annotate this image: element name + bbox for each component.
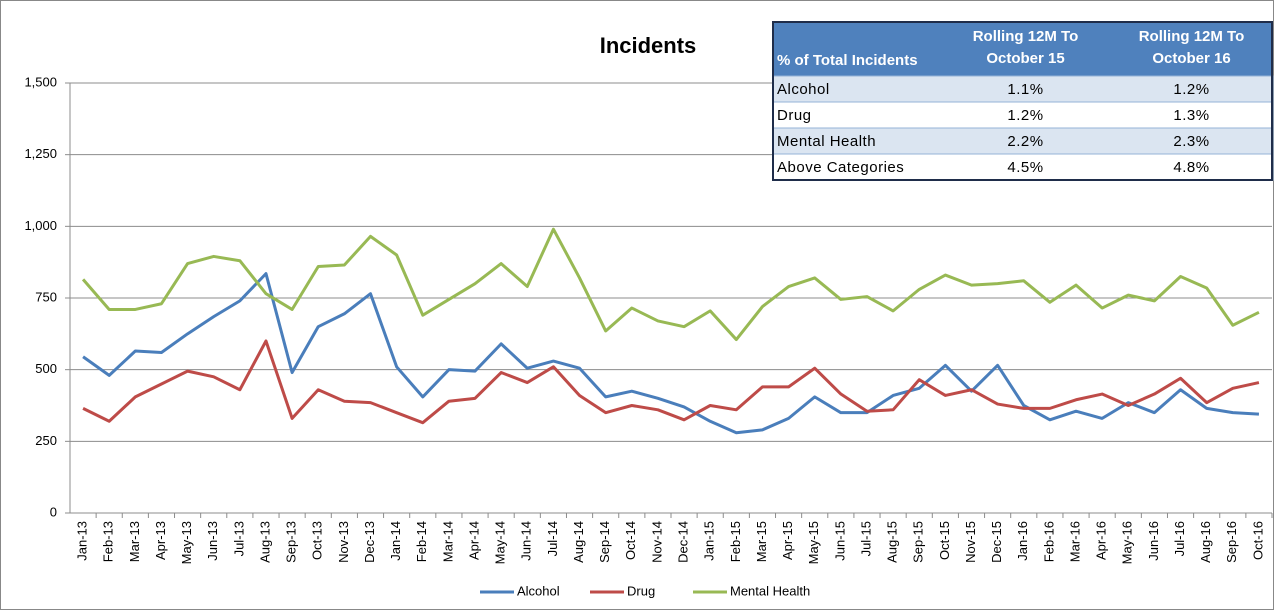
x-tick-label: Mar-13 (127, 521, 142, 562)
x-tick-label: May-16 (1120, 521, 1135, 564)
series-line (82, 339, 1260, 425)
x-tick-label: Jul-14 (545, 521, 560, 556)
x-tick-label: May-13 (179, 521, 194, 564)
x-tick-label: Jan-13 (75, 521, 90, 561)
x-tick-label: Nov-15 (963, 521, 978, 563)
x-tick-label: Mar-14 (440, 521, 455, 562)
y-tick-label: 1,250 (24, 146, 57, 161)
x-tick-label: May-15 (806, 521, 821, 564)
x-tick-label: Aug-16 (1198, 521, 1213, 563)
x-tick-label: May-14 (493, 521, 508, 564)
x-tick-label: Apr-14 (466, 521, 481, 560)
table-cell: 1.1% (1007, 81, 1043, 98)
table-header-bg (773, 22, 1273, 76)
x-tick-label: Mar-16 (1067, 521, 1082, 562)
x-tick-label: Apr-15 (780, 521, 795, 560)
x-tick-label: Dec-14 (676, 521, 691, 563)
x-tick-label: Jul-16 (1172, 521, 1187, 556)
y-tick-label: 1,500 (24, 74, 57, 89)
table-header: October 16 (1152, 50, 1230, 67)
x-tick-label: Jan-16 (1015, 521, 1030, 561)
x-tick-label: Oct-15 (937, 521, 952, 560)
x-tick-label: Oct-13 (310, 521, 325, 560)
table-cell: 4.5% (1007, 159, 1043, 176)
series-line (81, 227, 1260, 342)
x-tick-label: Feb-16 (1041, 521, 1056, 562)
x-tick-label: Sep-16 (1224, 521, 1239, 563)
legend-label: Mental Health (730, 583, 810, 598)
x-tick-label: Dec-15 (989, 521, 1004, 563)
table-cell: Alcohol (777, 81, 830, 98)
x-tick-label: Aug-15 (885, 521, 900, 563)
x-tick-label: Feb-14 (414, 521, 429, 562)
y-tick-label: 750 (35, 289, 57, 304)
x-tick-label: Dec-13 (362, 521, 377, 563)
y-tick-label: 500 (35, 361, 57, 376)
y-tick-label: 1,000 (24, 218, 57, 233)
table-cell: Above Categories (777, 159, 904, 176)
x-tick-label: Sep-13 (284, 521, 299, 563)
table-cell: Mental Health (777, 133, 876, 150)
table-cell: Drug (777, 107, 812, 124)
x-tick-label: Jul-15 (858, 521, 873, 556)
x-tick-label: Sep-14 (597, 521, 612, 563)
x-tick-label: Apr-16 (1094, 521, 1109, 560)
y-tick-label: 0 (50, 504, 57, 519)
x-tick-label: Jan-14 (388, 521, 403, 561)
table-header: Rolling 12M To (973, 28, 1079, 45)
table-row-bg (772, 101, 1274, 129)
table-header: Rolling 12M To (1139, 28, 1245, 45)
x-tick-label: Feb-13 (101, 521, 116, 562)
table-cell: 2.2% (1007, 133, 1043, 150)
x-tick-label: Oct-14 (623, 521, 638, 560)
x-tick-label: Feb-15 (728, 521, 743, 562)
table-row-bg (772, 153, 1274, 181)
x-tick-label: Nov-14 (649, 521, 664, 563)
table-cell: 2.3% (1173, 133, 1209, 150)
table-border (772, 21, 1273, 181)
x-tick-label: Jun-13 (205, 521, 220, 561)
x-tick-label: Aug-13 (257, 521, 272, 563)
x-tick-label: Oct-16 (1250, 521, 1265, 560)
table-header: October 15 (986, 50, 1064, 67)
table-cell: 4.8% (1173, 159, 1209, 176)
table-row-bg (772, 75, 1274, 103)
y-tick-label: 250 (35, 433, 57, 448)
table-row-bg (772, 127, 1274, 155)
x-tick-label: Nov-13 (336, 521, 351, 563)
x-tick-label: Jun-14 (519, 521, 534, 561)
table-header: % of Total Incidents (777, 52, 918, 69)
x-tick-label: Apr-13 (153, 521, 168, 560)
legend-label: Drug (627, 583, 655, 598)
x-tick-label: Sep-15 (911, 521, 926, 563)
x-tick-label: Jun-16 (1146, 521, 1161, 561)
table-cell: 1.2% (1007, 107, 1043, 124)
chart-title: Incidents (600, 33, 697, 58)
legend-label: Alcohol (517, 583, 560, 598)
table-cell: 1.2% (1173, 81, 1209, 98)
table-cell: 1.3% (1173, 107, 1209, 124)
x-tick-label: Aug-14 (571, 521, 586, 563)
x-tick-label: Jan-15 (702, 521, 717, 561)
x-tick-label: Jun-15 (832, 521, 847, 561)
x-tick-label: Mar-15 (754, 521, 769, 562)
x-tick-label: Jul-13 (231, 521, 246, 556)
series-line (82, 272, 1260, 435)
